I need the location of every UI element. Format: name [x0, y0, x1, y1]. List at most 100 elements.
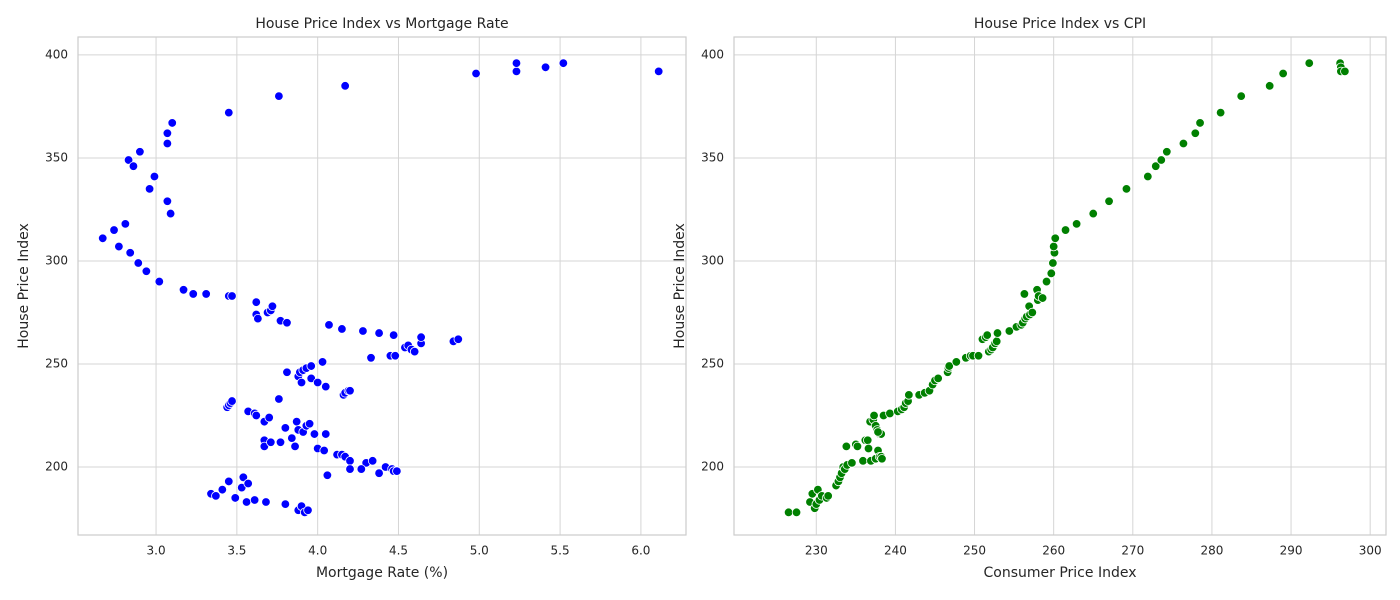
x-tick-label: 4.5 [389, 544, 408, 558]
scatter-point [243, 478, 253, 489]
scatter-point [1027, 307, 1038, 318]
scatter-point [366, 353, 376, 363]
scatter-point [783, 507, 794, 518]
scatter-point [823, 491, 833, 501]
scatter-point [324, 320, 334, 330]
y-tick-label: 400 [45, 47, 68, 61]
scatter-point [251, 410, 261, 421]
scatter-point [1060, 225, 1071, 235]
scatter-point [340, 81, 350, 91]
scatter-point [149, 171, 160, 182]
x-tick-label: 300 [1359, 544, 1382, 558]
scatter-point [123, 155, 134, 165]
scatter-point [224, 476, 234, 487]
scatter-point [358, 326, 368, 336]
scatter-point [944, 361, 954, 371]
scatter-point [211, 491, 221, 501]
scatter-point [374, 468, 384, 478]
scatter-point [847, 458, 857, 468]
scatter-point [1004, 326, 1015, 336]
scatter-point [791, 507, 802, 518]
scatter-point [162, 138, 173, 149]
scatter-point [345, 456, 355, 466]
scatter-point [280, 499, 291, 509]
scatter-point [653, 66, 664, 77]
scatter-point [321, 381, 331, 392]
scatter-point [1304, 58, 1314, 68]
scatter-point [374, 328, 384, 338]
scatter-point [274, 394, 284, 404]
scatter-point [290, 441, 300, 452]
y-axis-label: House Price Index [672, 223, 688, 348]
scatter-point [135, 147, 145, 157]
x-tick-label: 230 [805, 544, 828, 558]
x-tick-label: 5.0 [470, 544, 489, 558]
scatter-point [1190, 128, 1201, 138]
scatter-point [1050, 233, 1060, 244]
chart-title: House Price Index vs Mortgage Rate [255, 16, 508, 32]
scatter-point [261, 497, 271, 507]
scatter-point [280, 423, 291, 433]
scatter-point [337, 324, 347, 334]
y-tick-label: 300 [701, 253, 724, 267]
scatter-point [322, 470, 333, 480]
scatter-point [873, 427, 883, 437]
scatter-point [282, 367, 292, 377]
scatter-point [227, 396, 237, 406]
y-tick-label: 300 [45, 253, 68, 267]
scatter-point [1195, 118, 1205, 128]
scatter-point [992, 328, 1003, 338]
scatter-point [141, 266, 152, 276]
scatter-point [98, 233, 108, 244]
scatter-point [877, 454, 887, 464]
scatter-point [264, 412, 274, 423]
scatter-point [133, 258, 143, 268]
scatter-point [982, 330, 992, 340]
y-tick-label: 250 [701, 356, 724, 370]
scatter-point [863, 435, 873, 445]
x-tick-label: 5.5 [551, 544, 570, 558]
scatter-point [1143, 171, 1153, 182]
scatter-point [282, 318, 292, 328]
x-axis-label: Consumer Price Index [984, 565, 1137, 581]
scatter-point [165, 208, 176, 219]
x-tick-label: 6.0 [631, 544, 650, 558]
scatter-point [230, 493, 240, 503]
scatter-point [178, 285, 189, 295]
y-tick-label: 350 [701, 150, 724, 164]
scatter-point [303, 505, 313, 515]
scatter-point [227, 291, 237, 301]
scatter-point [973, 351, 984, 361]
scatter-point [1088, 208, 1098, 219]
scatter-point [409, 346, 420, 357]
scatter-point [128, 161, 139, 171]
scatter-point [1121, 184, 1132, 194]
scatter-point [287, 433, 297, 443]
x-axis-label: Mortgage Rate (%) [316, 565, 448, 581]
scatter-point [1019, 289, 1030, 299]
scatter-point [1264, 81, 1275, 91]
scatter-point [1278, 68, 1288, 79]
x-tick-label: 290 [1280, 544, 1303, 558]
scatter-point [304, 419, 315, 429]
x-tick-label: 240 [884, 544, 907, 558]
scatter-point [471, 68, 481, 79]
y-tick-label: 200 [701, 460, 724, 474]
scatter-point [453, 334, 463, 344]
scatter-point [201, 289, 211, 299]
y-tick-label: 350 [45, 150, 68, 164]
scatter-point [511, 58, 522, 68]
scatter-point [1037, 293, 1048, 303]
scatter-point [991, 336, 1002, 347]
scatter-point [933, 373, 943, 384]
y-axis-label: House Price Index [16, 223, 32, 348]
scatter-point [345, 464, 355, 474]
scatter-point [275, 437, 286, 447]
scatter-point [253, 313, 263, 324]
x-tick-label: 3.5 [227, 544, 246, 558]
scatter-point [356, 464, 367, 474]
scatter-point [167, 118, 177, 128]
scatter-point [416, 332, 426, 342]
scatter-point [1340, 66, 1350, 77]
scatter-point [390, 351, 400, 361]
